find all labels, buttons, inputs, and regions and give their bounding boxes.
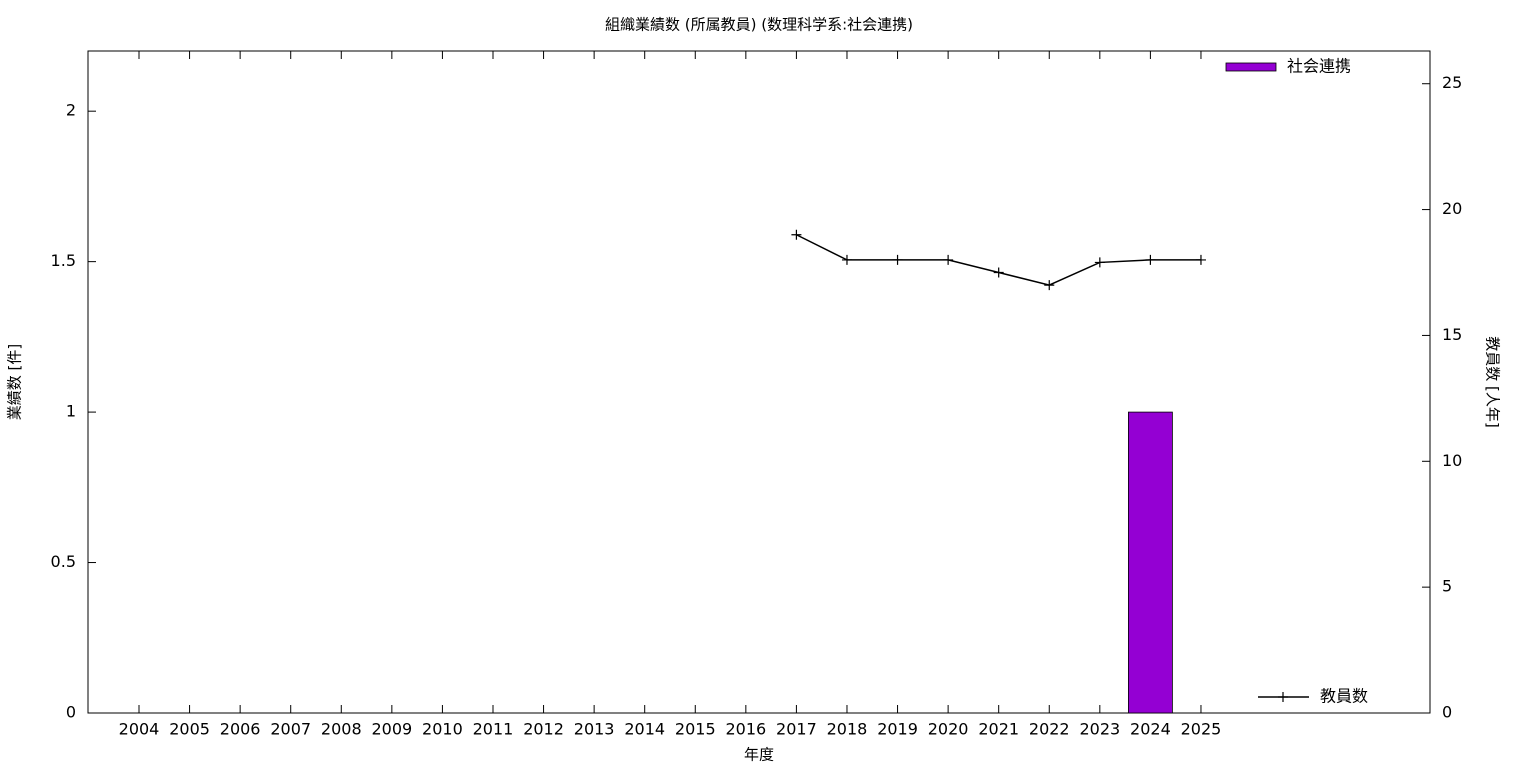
- chart-title: 組織業績数 (所属教員) (数理科学系:社会連携): [605, 16, 913, 34]
- x-tick-label: 2019: [877, 720, 918, 739]
- x-tick-label: 2025: [1181, 720, 1222, 739]
- x-tick-label: 2014: [624, 720, 665, 739]
- x-tick-label: 2008: [321, 720, 362, 739]
- x-tick-label: 2009: [371, 720, 412, 739]
- point: [841, 254, 852, 265]
- y2-tick-label: 5: [1442, 577, 1452, 596]
- x-tick-label: 2021: [978, 720, 1019, 739]
- point: [1145, 254, 1156, 265]
- point: [1195, 254, 1206, 265]
- legend-swatch: [1225, 62, 1277, 72]
- x-tick-label: 2023: [1079, 720, 1120, 739]
- y2-tick-label: 25: [1442, 73, 1462, 92]
- y-tick-label: 0.5: [51, 552, 76, 571]
- point: [892, 254, 903, 265]
- x-tick-label: 2005: [169, 720, 210, 739]
- point: [943, 254, 954, 265]
- point: [993, 267, 1004, 278]
- x-tick-label: 2018: [827, 720, 868, 739]
- bar: [1128, 411, 1173, 714]
- y2-tick-label: 0: [1442, 703, 1452, 722]
- legend-label: 社会連携: [1287, 57, 1351, 76]
- point: [1094, 257, 1105, 268]
- point: [791, 229, 802, 240]
- point: [1044, 280, 1055, 291]
- x-tick-label: 2010: [422, 720, 463, 739]
- x-tick-label: 2022: [1029, 720, 1070, 739]
- x-axis-label: 年度: [744, 746, 774, 764]
- y2-axis-label: 教員数 [人年]: [1484, 336, 1502, 427]
- x-tick-label: 2020: [928, 720, 969, 739]
- x-tick-label: 2004: [119, 720, 160, 739]
- y-tick-label: 1.5: [51, 251, 76, 270]
- y-tick-label: 0: [66, 703, 76, 722]
- line: [796, 234, 1201, 286]
- x-tick-label: 2012: [523, 720, 564, 739]
- x-tick-label: 2024: [1130, 720, 1171, 739]
- x-tick-label: 2016: [725, 720, 766, 739]
- y-tick-label: 2: [66, 101, 76, 120]
- y2-tick-label: 20: [1442, 199, 1462, 218]
- y2-tick-label: 15: [1442, 325, 1462, 344]
- y-axis-label: 業績数 [件]: [6, 344, 24, 420]
- x-tick-label: 2017: [776, 720, 817, 739]
- x-tick-label: 2011: [473, 720, 514, 739]
- legend-marker: [1278, 692, 1288, 702]
- plot-frame: [87, 50, 1431, 714]
- x-tick-label: 2015: [675, 720, 716, 739]
- x-tick-label: 2013: [574, 720, 615, 739]
- y2-tick-label: 10: [1442, 451, 1462, 470]
- x-tick-label: 2006: [220, 720, 261, 739]
- legend-label: 教員数: [1320, 687, 1368, 706]
- y-tick-label: 1: [66, 402, 76, 421]
- x-tick-label: 2007: [270, 720, 311, 739]
